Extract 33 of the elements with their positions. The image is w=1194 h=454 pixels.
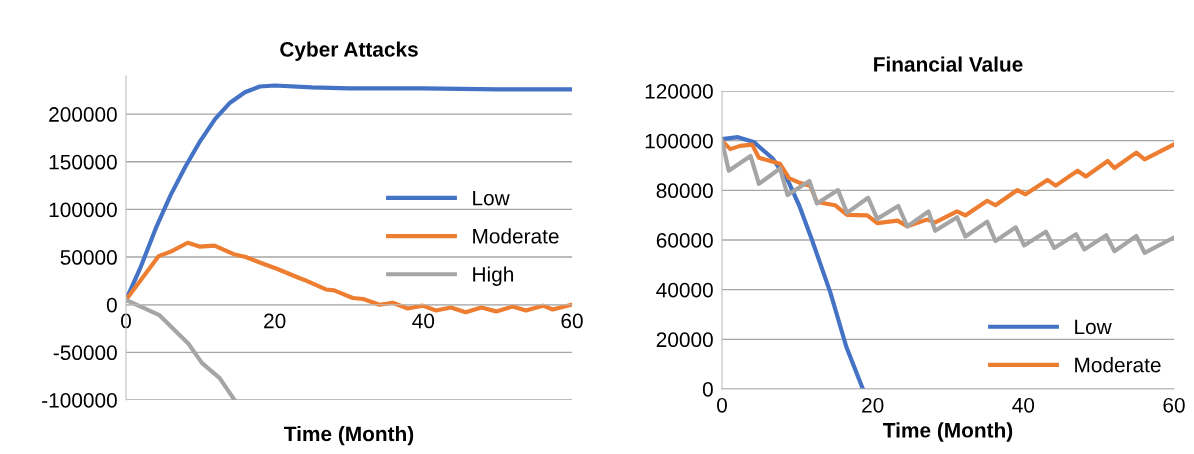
x-tick-label: 0 (121, 313, 131, 329)
legend-label: High (473, 266, 513, 286)
y-tick-label: 120000 (645, 84, 713, 99)
y-tick-label: 50000 (60, 250, 117, 265)
y-tick-label: 100000 (645, 133, 713, 149)
x-tick-label: 20 (862, 397, 884, 413)
y-tick-label: 0 (702, 382, 713, 397)
y-tick-label: 60000 (656, 233, 713, 248)
x-axis-title: Time (Month) (284, 425, 414, 446)
x-axis-title: Time (Month) (883, 422, 1013, 442)
y-tick-label: 20000 (656, 332, 713, 348)
chart-title: Financial Value (874, 56, 1023, 72)
x-tick-label: 20 (264, 313, 286, 329)
x-tick-label: 0 (717, 397, 727, 413)
y-tick-label: 40000 (656, 282, 713, 298)
y-tick-label: 150000 (49, 154, 117, 170)
y-tick-label: 100000 (49, 202, 117, 218)
legend-label: Moderate (1075, 357, 1161, 373)
x-tick-label: 60 (561, 313, 583, 329)
x-tick-label: 40 (1012, 397, 1035, 413)
y-tick-label: -50000 (53, 345, 117, 361)
y-tick-label: 200000 (49, 107, 117, 122)
y-tick-label: 0 (106, 297, 117, 313)
chart-title: Cyber Attacks (280, 41, 418, 61)
y-tick-label: -100000 (42, 393, 117, 408)
legend-label: Low (473, 190, 510, 206)
line-series (722, 135, 865, 389)
x-tick-label: 60 (1163, 397, 1185, 413)
x-tick-label: 40 (412, 313, 435, 329)
line-series (722, 138, 1174, 255)
y-tick-label: 80000 (656, 183, 713, 199)
legend-label: Low (1075, 319, 1112, 335)
legend-label: Moderate (473, 228, 559, 244)
